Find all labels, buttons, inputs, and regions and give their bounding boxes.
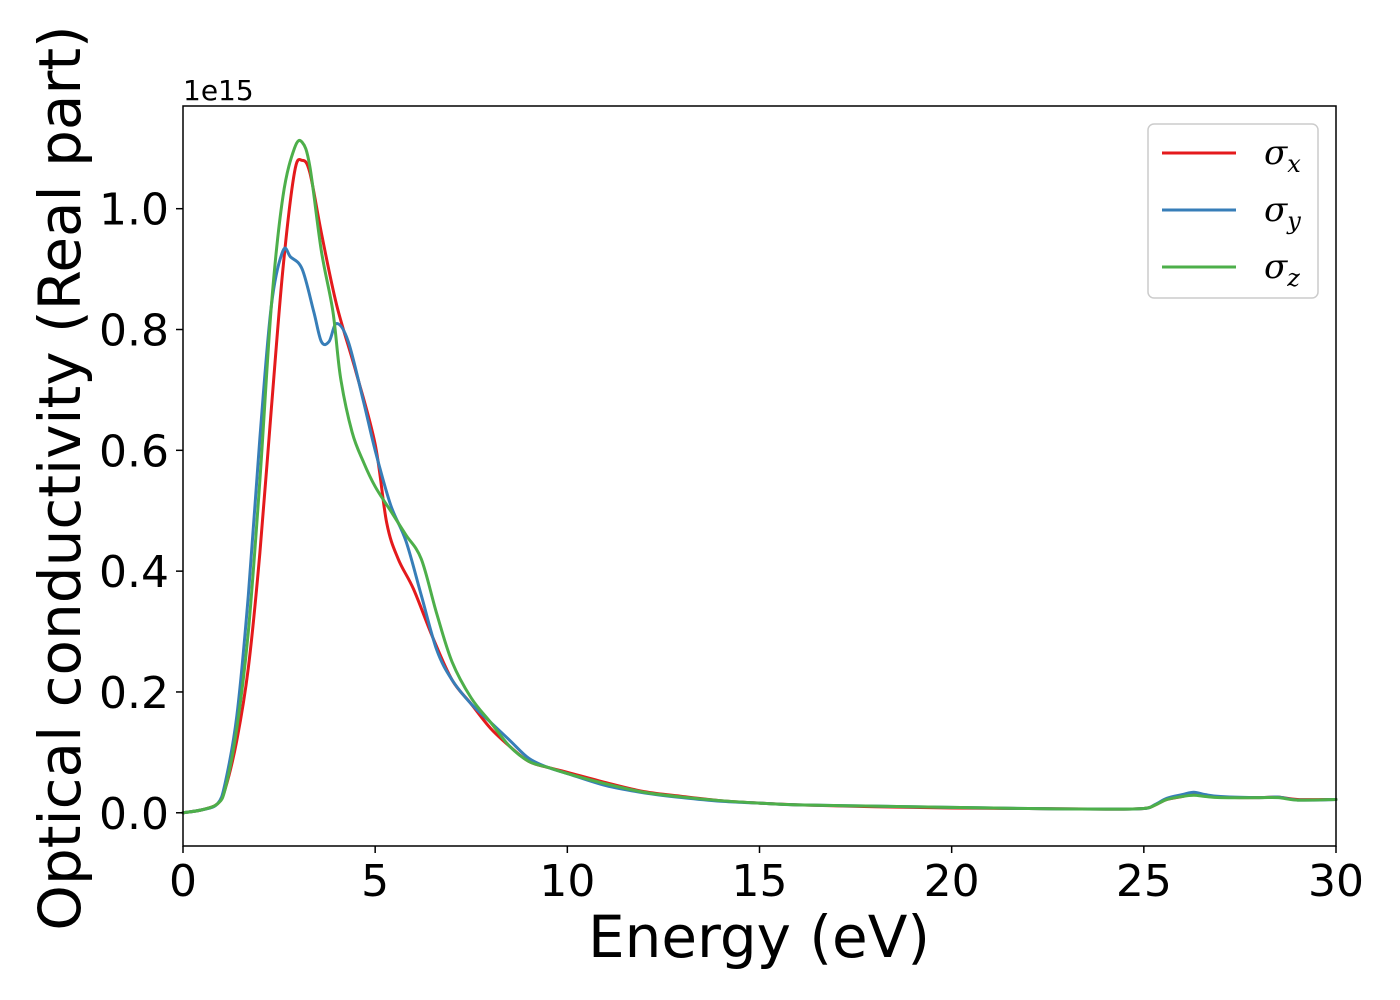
y-axis-ticks: 0.0 0.2 0.4 0.6 0.8 1.0	[99, 185, 183, 840]
legend-label-y: σy	[1264, 190, 1301, 235]
plot-lines	[181, 138, 1338, 815]
series-line-z	[181, 138, 1338, 815]
y-tick-label: 0.2	[99, 668, 169, 719]
x-tick-label: 5	[361, 856, 389, 907]
y-tick-label: 0.8	[99, 306, 169, 357]
y-axis-label: Optical conductivity (Real part)	[26, 25, 94, 930]
x-tick-label: 20	[924, 856, 980, 907]
y-tick-label: 0.6	[99, 426, 169, 477]
x-tick-label: 10	[539, 856, 595, 907]
x-axis-label: Energy (eV)	[588, 903, 930, 971]
legend: σx σy σz	[1147, 123, 1319, 299]
legend-label-x: σx	[1264, 133, 1301, 178]
y-tick-label: 0.4	[99, 547, 169, 598]
legend-label-z: σz	[1264, 247, 1300, 292]
y-tick-label: 1.0	[99, 185, 169, 236]
x-tick-label: 25	[1116, 856, 1172, 907]
x-tick-label: 30	[1308, 856, 1364, 907]
x-tick-label: 0	[169, 856, 197, 907]
x-tick-label: 15	[732, 856, 788, 907]
y-tick-label: 0.0	[99, 789, 169, 840]
x-axis-ticks: 0 5 10 15 20 25 30	[169, 846, 1364, 907]
y-offset-label: 1e15	[183, 74, 254, 107]
